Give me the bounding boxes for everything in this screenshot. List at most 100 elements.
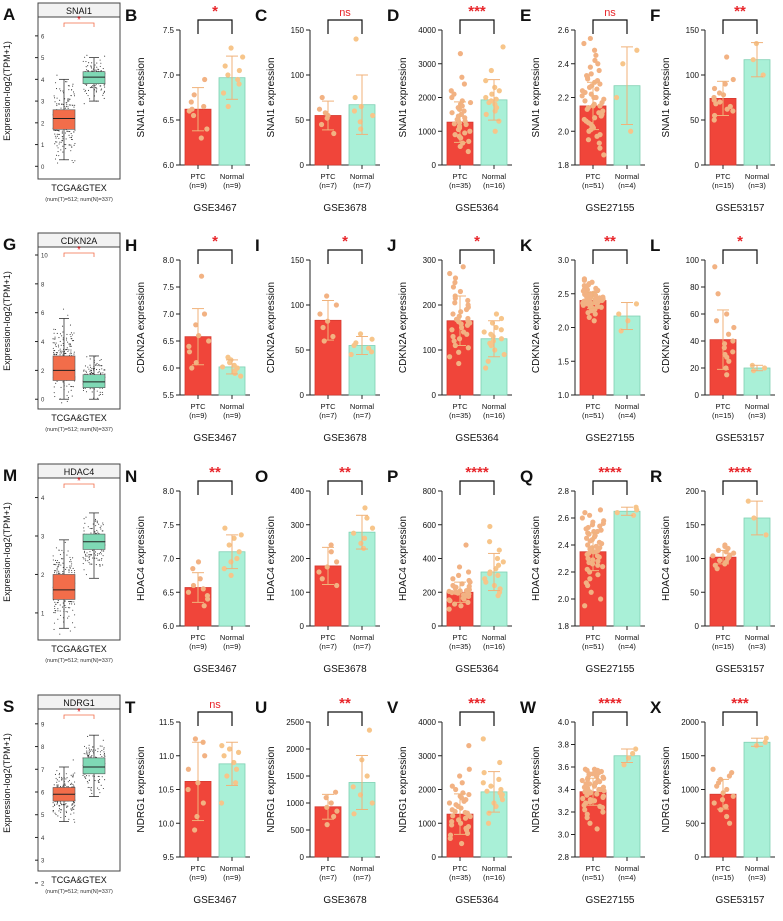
tcga-point [101, 755, 103, 757]
tcga-point [69, 607, 71, 609]
tcga-point [74, 781, 76, 783]
tcga-point [88, 557, 90, 559]
y-tick-label: 6.0 [163, 622, 175, 631]
tcga-point [69, 561, 71, 563]
tcga-point [72, 773, 74, 775]
tcga-point [53, 328, 55, 330]
data-point [463, 797, 469, 803]
tcga-point [57, 151, 59, 153]
sample-count: (n=51) [582, 642, 604, 651]
y-tick-label: 4 [41, 78, 45, 84]
tcga-point [66, 567, 68, 569]
data-point [493, 311, 500, 317]
data-point [500, 44, 506, 50]
sample-count: (n=7) [353, 873, 371, 882]
dataset-label: GSE53157 [716, 895, 765, 906]
tcga-point [102, 524, 104, 526]
tcga-point [54, 143, 56, 145]
x-tick-label: Normal [350, 172, 375, 181]
tcga-point [55, 382, 57, 384]
data-point [221, 566, 227, 572]
y-tick-label: 3 [41, 859, 45, 865]
tcga-point [71, 159, 73, 162]
tcga-point [62, 350, 64, 352]
y-tick-label: 7.0 [163, 310, 175, 319]
tcga-point [71, 569, 73, 571]
y-tick-label: 7.0 [163, 555, 175, 564]
data-point [585, 105, 591, 111]
data-point [458, 309, 464, 315]
tcga-point [60, 386, 62, 388]
data-point [450, 333, 456, 340]
data-point [710, 766, 716, 772]
data-point [480, 736, 486, 742]
data-point [458, 603, 464, 609]
tcga-point [72, 161, 74, 164]
panel-letter: I [255, 236, 260, 255]
data-point [730, 108, 736, 114]
tcga-point [97, 751, 99, 753]
tcga-point [86, 751, 88, 753]
tcga-point [102, 564, 104, 566]
data-point [456, 564, 463, 570]
tcga-point [87, 754, 89, 757]
tcga-point [70, 559, 72, 561]
sample-count: (n=51) [582, 873, 604, 882]
tcga-point [56, 145, 58, 147]
data-point [228, 45, 234, 51]
data-point [236, 67, 242, 74]
tcga-point [99, 85, 101, 87]
x-tick-label: Normal [220, 633, 245, 642]
data-point [323, 795, 329, 801]
data-point [493, 324, 499, 331]
tcga-point [61, 130, 63, 132]
data-point [724, 813, 730, 820]
data-point [460, 790, 466, 796]
y-tick-label: 0 [432, 622, 437, 631]
data-point [582, 603, 588, 609]
tcga-point [68, 343, 70, 345]
tcga-point [74, 772, 76, 774]
tcga-point [69, 630, 71, 632]
box-tumor [52, 355, 76, 381]
tcga-point [103, 84, 105, 86]
tcga-point [66, 400, 68, 402]
y-tick-label: 1 [41, 143, 45, 149]
data-point [465, 297, 471, 304]
tcga-point [62, 571, 64, 573]
y-axis-label: HDAC4 expression [531, 516, 542, 601]
tcga-point [67, 805, 69, 807]
sample-count: (n=35) [449, 642, 471, 651]
y-axis-label: Expression-log2(TPM+1) [2, 502, 12, 602]
tcga-point [92, 750, 94, 752]
tcga-point [70, 353, 72, 355]
y-tick-label: 50 [295, 116, 304, 125]
y-tick-label: 80 [690, 283, 699, 292]
tcga-point [74, 614, 76, 616]
tcga-point [101, 749, 103, 752]
data-point [235, 749, 242, 755]
tcga-point [66, 81, 68, 83]
y-tick-label: 3.0 [558, 831, 570, 840]
tcga-point [85, 747, 87, 749]
y-tick-label: 100 [423, 346, 437, 355]
tcga-point [54, 350, 56, 352]
tcga-point [83, 518, 85, 520]
tcga-point [69, 345, 71, 347]
data-point [461, 81, 468, 87]
tcga-point [57, 618, 59, 620]
y-tick-label: 8.0 [163, 487, 175, 496]
tcga-point [57, 785, 59, 787]
tcga-point [100, 528, 102, 530]
tcga-point [57, 600, 59, 602]
data-point [225, 354, 231, 360]
y-tick-label: 50 [690, 116, 699, 125]
y-tick-label: 300 [291, 521, 305, 530]
tcga-point [54, 353, 56, 355]
sample-count: (n=51) [582, 411, 604, 420]
tcga-panel-M: M HDAC4 1 2 3 4 Expression-log2(TPM+1) * TCGA&GT… [2, 463, 121, 664]
data-point [616, 311, 622, 317]
data-point [496, 118, 502, 124]
y-tick-label: 8 [41, 282, 45, 288]
